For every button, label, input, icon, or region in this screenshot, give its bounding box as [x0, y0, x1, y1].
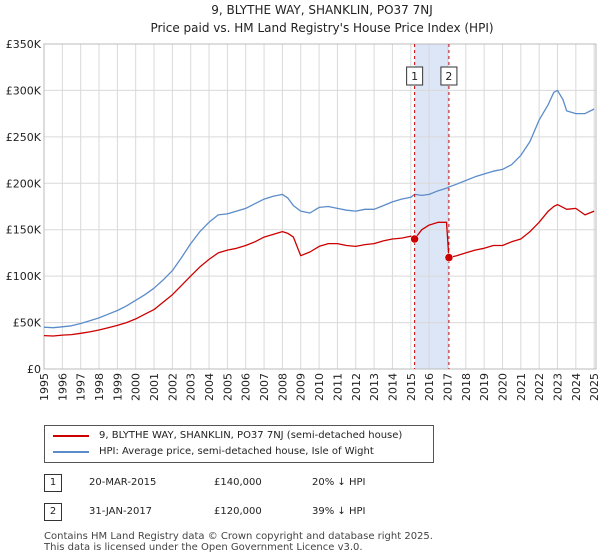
price-chart: 9, BLYTHE WAY, SHANKLIN, PO37 7NJ Price …: [6, 3, 600, 401]
plot-border: [43, 43, 597, 370]
x-tick-label: 2011: [331, 373, 344, 401]
x-tick-label: 2013: [368, 373, 381, 401]
x-tick-label: 1997: [75, 373, 88, 401]
annotation-hpi-2: 39% ↓ HPI: [312, 506, 366, 517]
x-tick-label: 2015: [405, 373, 418, 401]
legend-swatch-property: [53, 435, 89, 437]
sale-point-1: [410, 234, 419, 244]
x-tick-label: 2008: [276, 373, 289, 401]
footer-line-2: This data is licensed under the Open Gov…: [44, 542, 363, 553]
x-tick-label: 1999: [111, 373, 124, 401]
sale-point-2: [444, 253, 454, 262]
x-tick-label: 2002: [166, 373, 179, 401]
x-tick-label: 2020: [496, 373, 509, 401]
plot-background: [44, 44, 596, 369]
x-tick-label: 2010: [313, 373, 326, 401]
y-tick-label: £100K: [6, 270, 42, 283]
legend-label-property: 9, BLYTHE WAY, SHANKLIN, PO37 7NJ (semi-…: [99, 430, 403, 441]
y-tick-label: £50K: [13, 317, 42, 330]
x-tick-label: 1995: [38, 373, 51, 401]
y-tick-label: £150K: [6, 224, 42, 237]
legend-swatch-hpi: [53, 451, 89, 453]
x-tick-label: 2006: [240, 373, 253, 401]
annotation-price-1: £140,000: [214, 477, 262, 488]
x-tick-label: 2025: [588, 373, 600, 401]
x-tick-label: 2000: [130, 373, 143, 401]
chart-title: 9, BLYTHE WAY, SHANKLIN, PO37 7NJ: [211, 3, 433, 17]
x-tick-label: 2012: [350, 373, 363, 401]
x-tick-label: 2014: [386, 373, 399, 401]
annotation-price-2: £120,000: [214, 506, 262, 517]
annotation-hpi-1: 20% ↓ HPI: [312, 477, 366, 488]
y-tick-label: £200K: [6, 177, 42, 190]
x-tick-label: 2023: [551, 373, 564, 401]
annotation-box-1: [406, 66, 424, 86]
footer: Contains HM Land Registry data © Crown c…: [44, 531, 433, 553]
x-tick-label: 1998: [93, 373, 106, 401]
y-tick-label: £300K: [6, 84, 42, 97]
x-tick-label: 2017: [441, 373, 454, 401]
annotation-date-1: 20-MAR-2015: [89, 477, 157, 488]
legend-label-hpi: HPI: Average price, semi-detached house,…: [99, 446, 374, 457]
x-tick-label: 2003: [185, 373, 198, 401]
series-line-hpi: [43, 89, 595, 329]
annotation-badge-2: 2: [44, 503, 62, 521]
x-tick-label: 2022: [533, 373, 546, 401]
footer-line-1: Contains HM Land Registry data © Crown c…: [44, 531, 433, 542]
legend: 9, BLYTHE WAY, SHANKLIN, PO37 7NJ (semi-…: [44, 425, 434, 463]
annotation-box-label-2: 2: [445, 70, 452, 83]
x-tick-label: 2009: [295, 373, 308, 401]
annotation-badge-1: 1: [44, 474, 62, 492]
x-tick-label: 2021: [515, 373, 528, 401]
y-tick-label: £350K: [6, 38, 42, 51]
y-tick-label: £0: [27, 363, 41, 376]
annotation-date-2: 31-JAN-2017: [89, 506, 153, 517]
series-line-property: [43, 203, 595, 337]
x-tick-label: 2001: [148, 373, 161, 401]
chart-subtitle: Price paid vs. HM Land Registry's House …: [150, 21, 493, 35]
x-tick-label: 2004: [203, 373, 216, 401]
x-tick-label: 1996: [56, 373, 69, 401]
x-tick-label: 2024: [570, 373, 583, 401]
between-sales-region: [414, 44, 449, 369]
x-tick-label: 2005: [221, 373, 234, 401]
annotation-box-2: [440, 66, 458, 86]
x-tick-label: 2019: [478, 373, 491, 401]
y-tick-label: £250K: [6, 131, 42, 144]
x-tick-label: 2018: [460, 373, 473, 401]
x-tick-label: 2016: [423, 373, 436, 401]
x-tick-label: 2007: [258, 373, 271, 401]
annotation-box-label-1: 1: [411, 70, 418, 83]
